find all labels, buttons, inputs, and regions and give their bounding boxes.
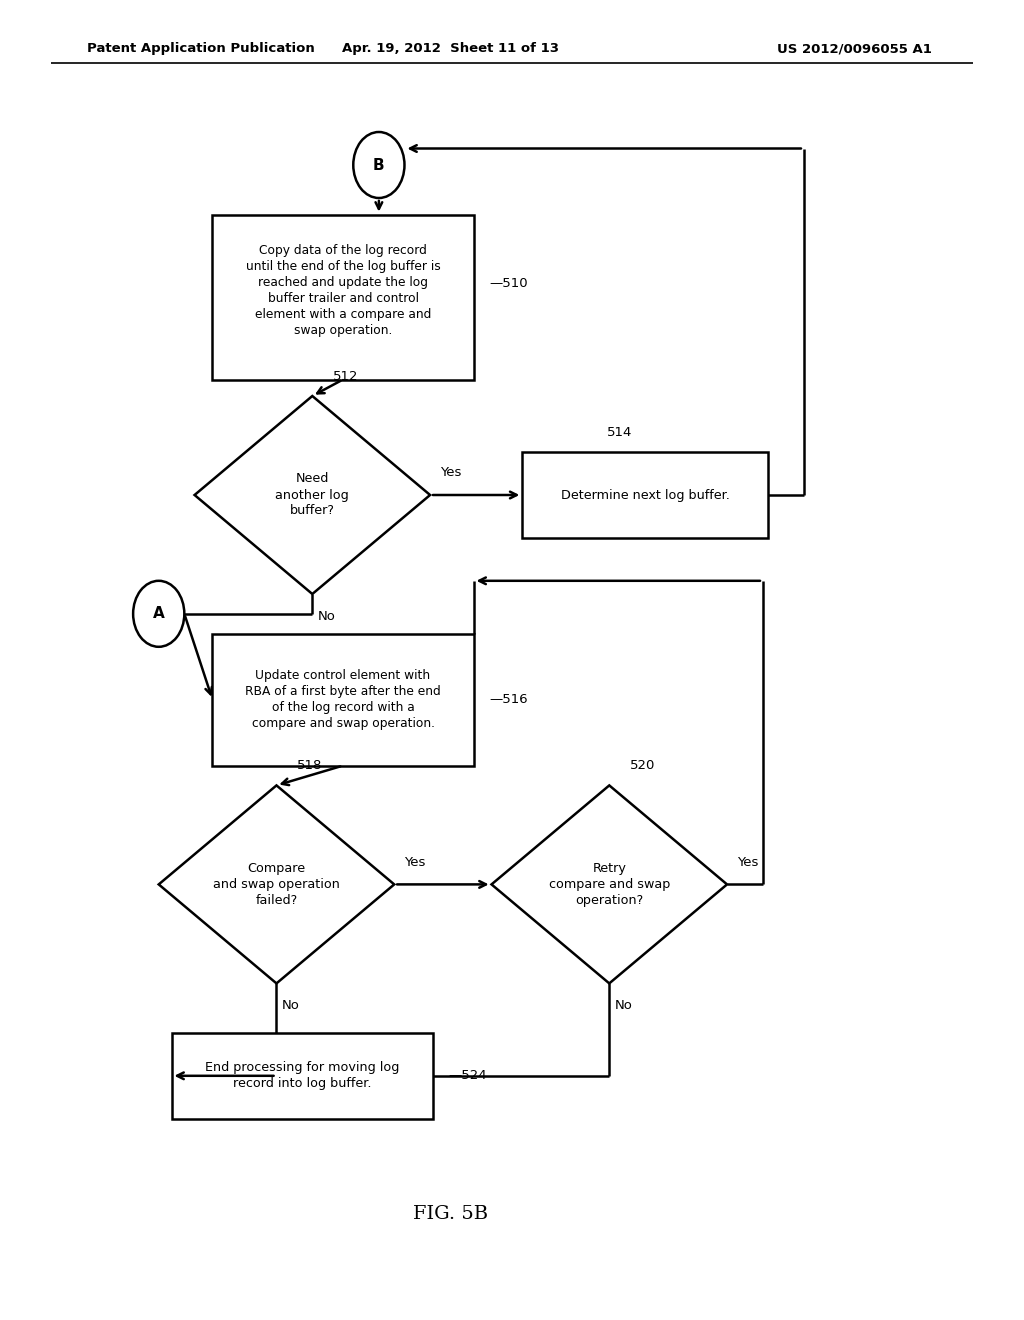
Text: 520: 520	[630, 759, 655, 772]
Text: End processing for moving log
record into log buffer.: End processing for moving log record int…	[205, 1061, 399, 1090]
Circle shape	[353, 132, 404, 198]
Text: FIG. 5B: FIG. 5B	[413, 1205, 488, 1224]
Text: Copy data of the log record
until the end of the log buffer is
reached and updat: Copy data of the log record until the en…	[246, 244, 440, 337]
Text: A: A	[153, 606, 165, 622]
Text: Patent Application Publication: Patent Application Publication	[87, 42, 314, 55]
Text: 514: 514	[607, 426, 632, 438]
Text: US 2012/0096055 A1: US 2012/0096055 A1	[777, 42, 932, 55]
Bar	[171, 1032, 432, 1119]
Text: 518: 518	[297, 759, 323, 772]
Text: No: No	[614, 999, 632, 1012]
Polygon shape	[195, 396, 430, 594]
Text: Retry
compare and swap
operation?: Retry compare and swap operation?	[549, 862, 670, 907]
Text: —510: —510	[489, 277, 527, 290]
Bar	[522, 451, 768, 539]
Text: Update control element with
RBA of a first byte after the end
of the log record : Update control element with RBA of a fir…	[245, 669, 441, 730]
Polygon shape	[159, 785, 394, 983]
Circle shape	[133, 581, 184, 647]
Text: Yes: Yes	[404, 855, 426, 869]
Text: Determine next log buffer.: Determine next log buffer.	[561, 488, 729, 502]
Text: B: B	[373, 157, 385, 173]
Text: —524: —524	[449, 1069, 486, 1082]
Bar	[213, 214, 473, 380]
Text: Need
another log
buffer?: Need another log buffer?	[275, 473, 349, 517]
Text: Compare
and swap operation
failed?: Compare and swap operation failed?	[213, 862, 340, 907]
Text: Apr. 19, 2012  Sheet 11 of 13: Apr. 19, 2012 Sheet 11 of 13	[342, 42, 559, 55]
Bar	[213, 634, 473, 766]
Text: No: No	[317, 610, 335, 623]
Text: Yes: Yes	[440, 466, 462, 479]
Text: —516: —516	[489, 693, 527, 706]
Text: Yes: Yes	[737, 855, 759, 869]
Text: 512: 512	[333, 370, 358, 383]
Polygon shape	[492, 785, 727, 983]
Text: No: No	[282, 999, 299, 1012]
